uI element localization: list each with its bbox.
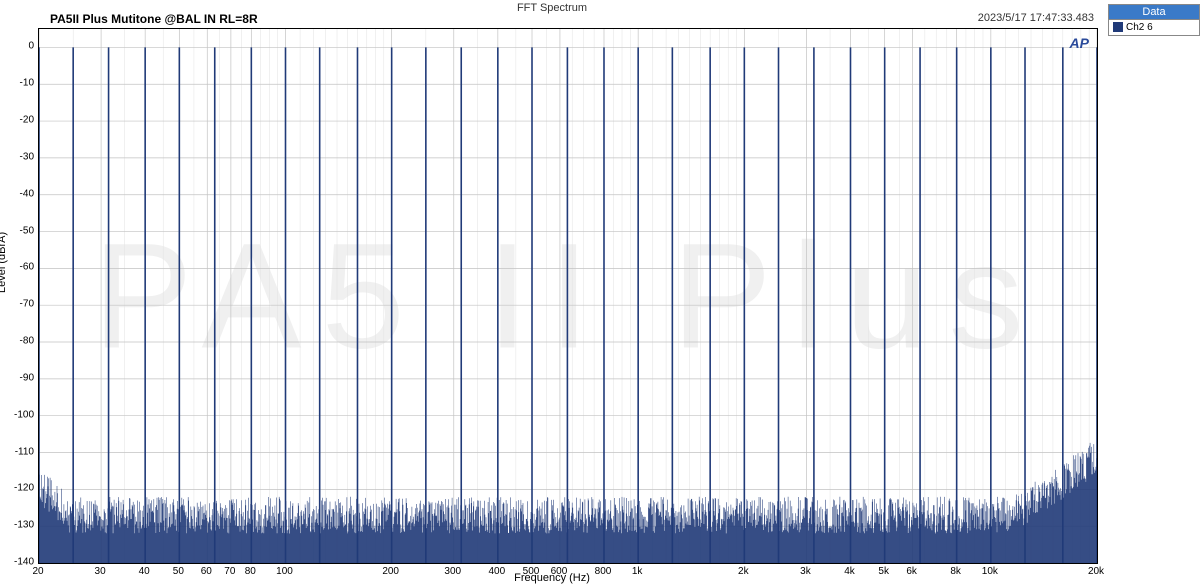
chart-panel: FFT Spectrum PA5II Plus Mutitone @BAL IN… (0, 0, 1104, 586)
x-tick-label: 20k (1088, 566, 1104, 577)
plot-area: PA5 II Plus AP (38, 28, 1098, 564)
y-tick-label: -110 (15, 446, 34, 457)
x-tick-label: 800 (595, 566, 612, 577)
y-tick-label: -90 (20, 372, 34, 383)
chart-timestamp: 2023/5/17 17:47:33.483 (978, 12, 1094, 24)
x-tick-label: 8k (950, 566, 961, 577)
legend-swatch-icon (1113, 22, 1123, 32)
y-tick-label: -50 (20, 225, 34, 236)
y-tick-label: -80 (20, 336, 34, 347)
x-tick-label: 30 (95, 566, 106, 577)
y-tick-label: -130 (14, 520, 34, 531)
legend-body: Ch2 6 (1108, 20, 1200, 36)
y-tick-label: -100 (14, 409, 34, 420)
x-tick-label: 3k (800, 566, 811, 577)
x-tick-label: 10k (982, 566, 998, 577)
x-tick-label: 200 (382, 566, 399, 577)
y-axis-label: Level (dBrA) (0, 232, 8, 293)
y-tick-label: -120 (14, 483, 34, 494)
x-tick-label: 40 (139, 566, 150, 577)
chart-title: FFT Spectrum (517, 2, 587, 14)
y-tick-label: -70 (20, 299, 34, 310)
x-tick-label: 1k (632, 566, 643, 577)
x-tick-label: 70 (224, 566, 235, 577)
y-tick-label: -60 (20, 262, 34, 273)
y-tick-label: 0 (28, 41, 34, 52)
x-tick-label: 60 (201, 566, 212, 577)
x-tick-label: 50 (173, 566, 184, 577)
y-tick-label: -10 (20, 78, 34, 89)
x-tick-label: 100 (276, 566, 293, 577)
x-tick-label: 5k (878, 566, 889, 577)
x-tick-label: 600 (551, 566, 568, 577)
legend-header: Data (1108, 4, 1200, 20)
y-tick-label: -140 (14, 557, 34, 568)
x-tick-label: 20 (32, 566, 43, 577)
x-tick-label: 4k (844, 566, 855, 577)
x-tick-label: 2k (738, 566, 749, 577)
y-tick-label: -20 (20, 115, 34, 126)
y-tick-label: -30 (20, 151, 34, 162)
ap-logo: AP (1070, 35, 1089, 51)
spectrum-plot (39, 29, 1097, 563)
x-tick-label: 6k (906, 566, 917, 577)
chart-subtitle: PA5II Plus Mutitone @BAL IN RL=8R (50, 12, 258, 26)
x-tick-label: 300 (444, 566, 461, 577)
x-tick-label: 500 (523, 566, 540, 577)
app-container: FFT Spectrum PA5II Plus Mutitone @BAL IN… (0, 0, 1200, 586)
x-tick-label: 80 (245, 566, 256, 577)
x-tick-label: 400 (488, 566, 505, 577)
y-tick-label: -40 (20, 188, 34, 199)
legend-panel: Data Ch2 6 (1104, 0, 1200, 586)
legend-item-label: Ch2 6 (1126, 22, 1153, 33)
